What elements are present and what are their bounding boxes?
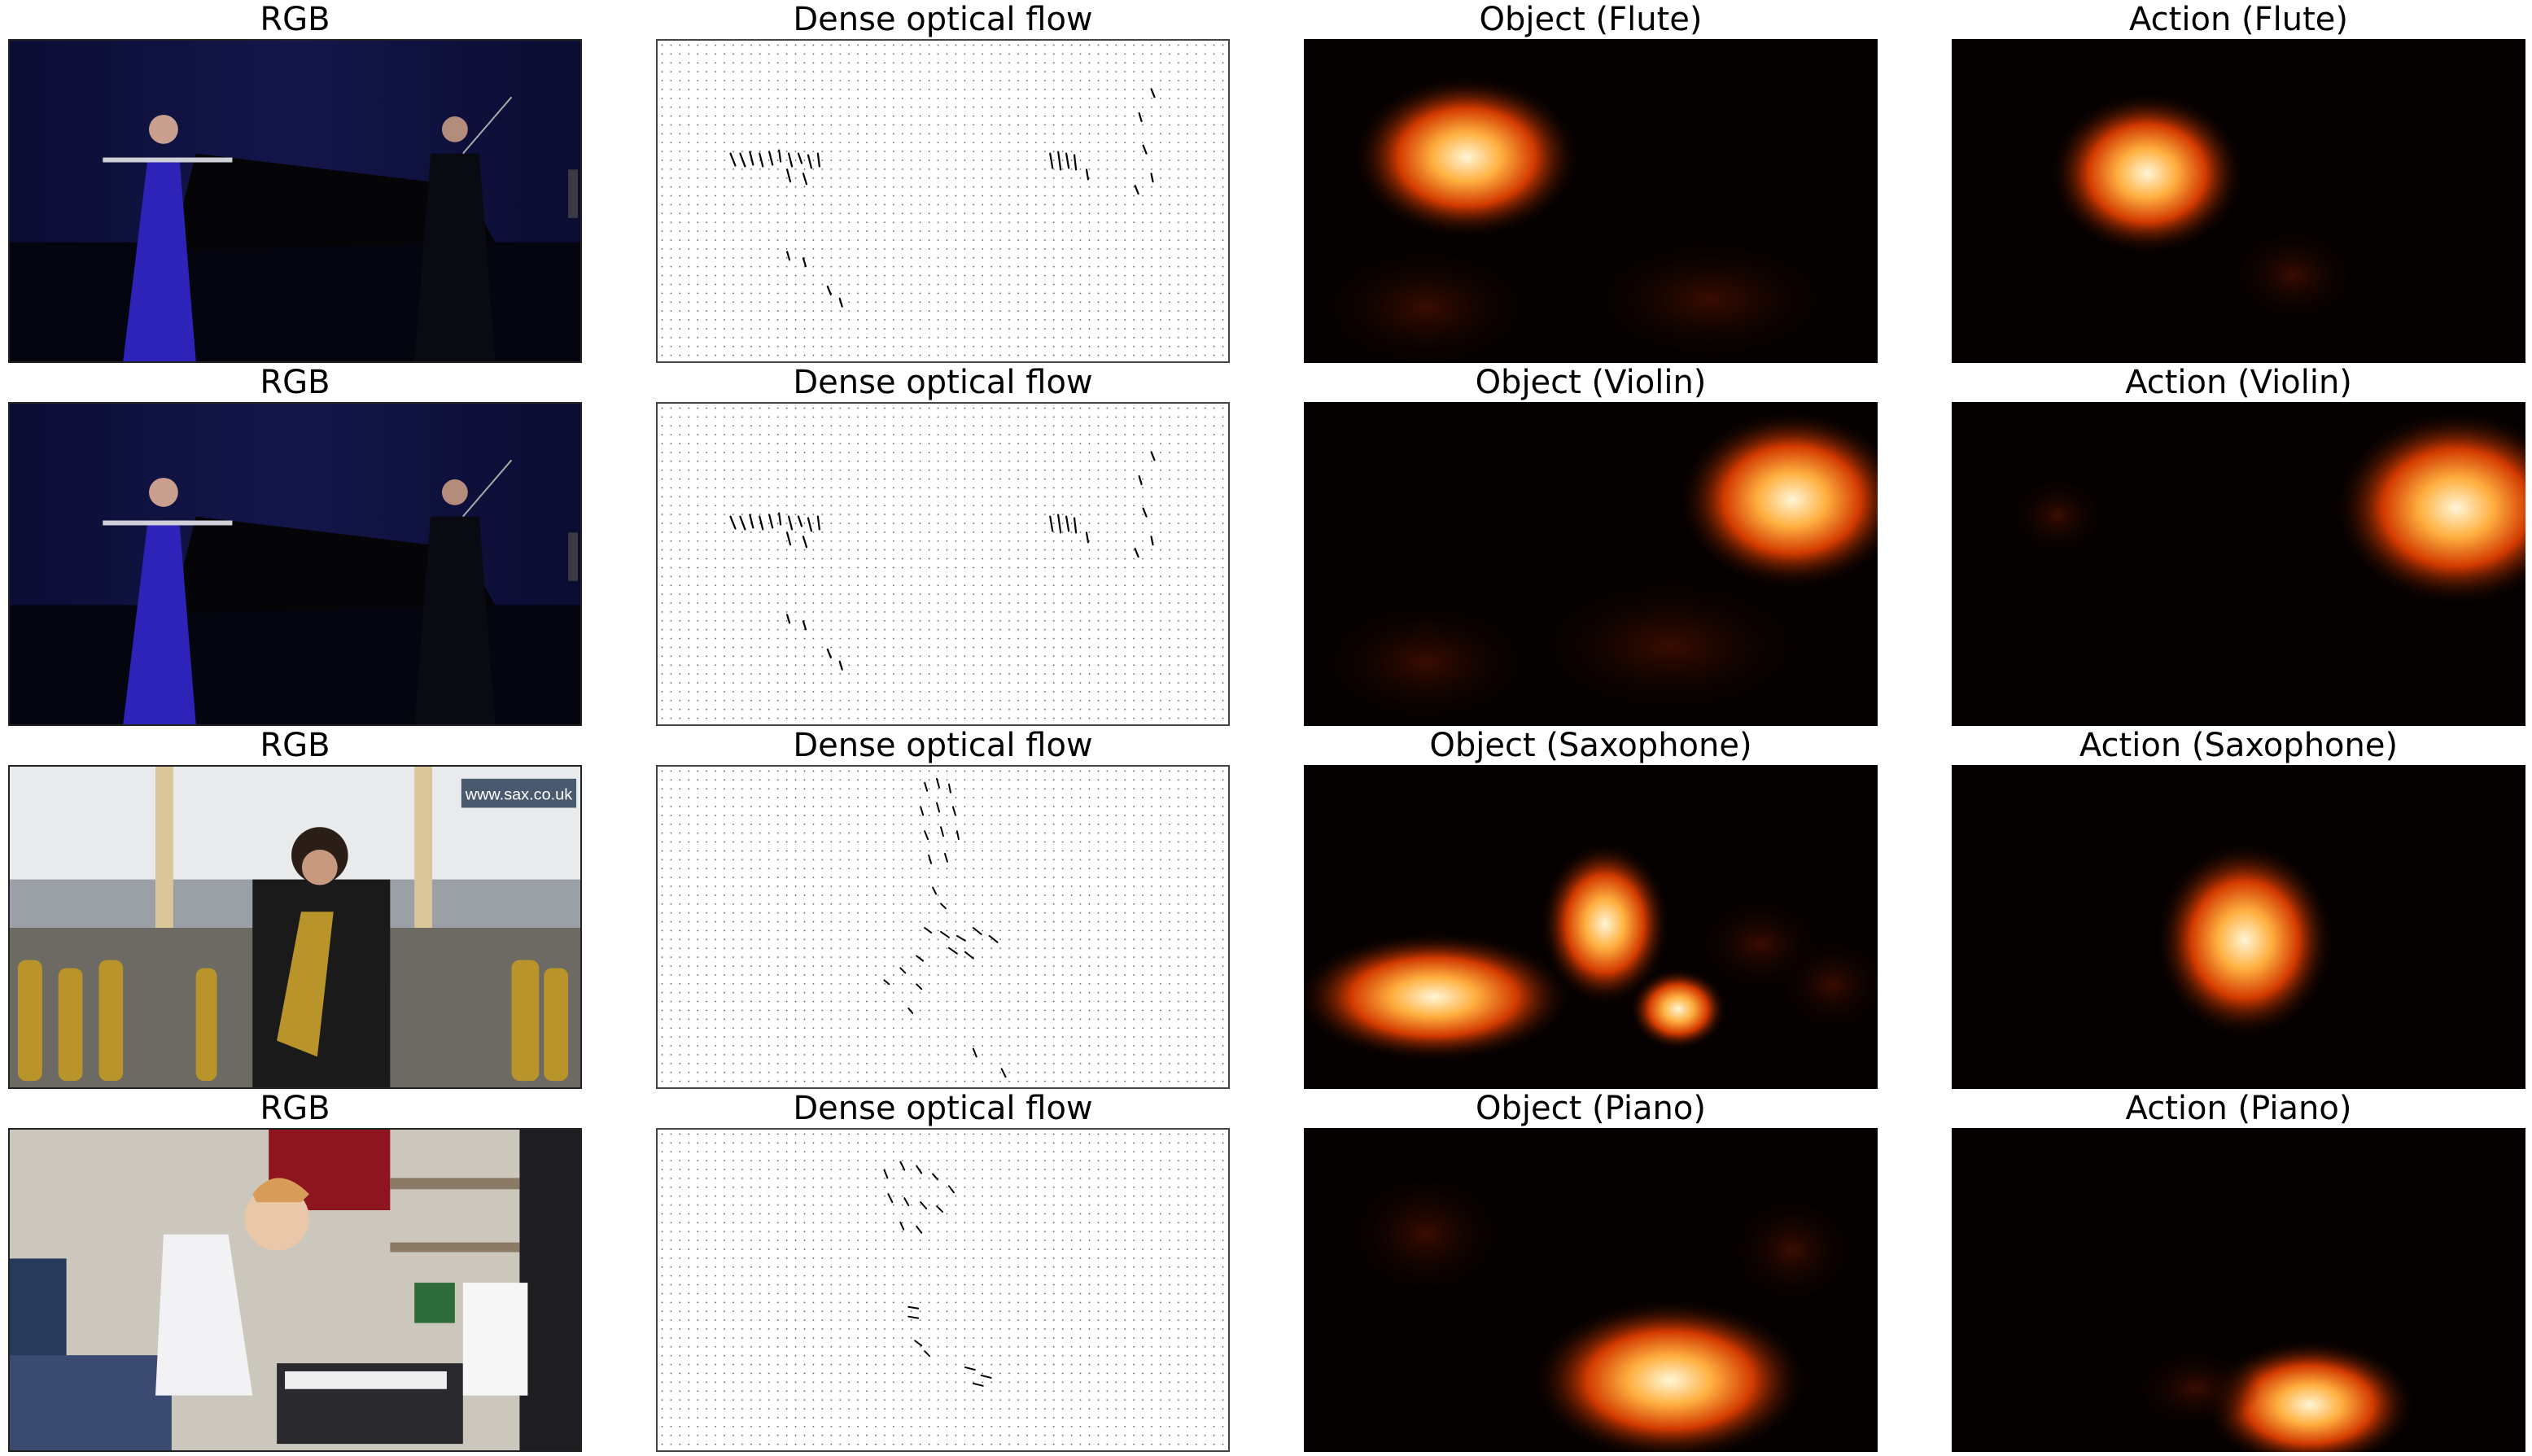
- object-heatmap-row1: [1304, 39, 1878, 363]
- action-title-row4: Action (Piano): [2125, 1090, 2352, 1127]
- flow-title-row3: Dense optical flow: [793, 727, 1093, 764]
- rgb-image-row3: www.sax.co.uk: [8, 765, 582, 1089]
- flow-svg-row1: [658, 41, 1228, 361]
- action-title-row2: Action (Violin): [2125, 364, 2352, 401]
- action-title-row3: Action (Saxophone): [2079, 727, 2399, 764]
- rgb-image-row4: [8, 1128, 582, 1452]
- object-heatmap-row3: [1304, 765, 1878, 1089]
- flow-title-row4: Dense optical flow: [793, 1090, 1093, 1127]
- action-title-row1: Action (Flute): [2129, 1, 2348, 38]
- flow-field-row2: [656, 402, 1230, 726]
- action-heatmap-row2: [1952, 402, 2525, 726]
- action-heatmap-row3: [1952, 765, 2525, 1089]
- action-heatmap-row1: [1952, 39, 2525, 363]
- object-heatmap-row4: [1304, 1128, 1878, 1452]
- object-title-row1: Object (Flute): [1479, 1, 1703, 38]
- rgb-title-row2: RGB: [260, 364, 330, 401]
- rgb-title-row1: RGB: [260, 1, 330, 38]
- flow-title-row2: Dense optical flow: [793, 364, 1093, 401]
- object-title-row2: Object (Violin): [1475, 364, 1707, 401]
- flow-field-row4: [656, 1128, 1230, 1452]
- rgb-image-row1: [8, 39, 582, 363]
- action-heatmap-row4: [1952, 1128, 2525, 1452]
- object-title-row3: Object (Saxophone): [1429, 727, 1752, 764]
- object-title-row4: Object (Piano): [1476, 1090, 1706, 1127]
- store-watermark: www.sax.co.uk: [465, 786, 573, 804]
- flow-title-row1: Dense optical flow: [793, 1, 1093, 38]
- rgb-image-row2: [8, 402, 582, 726]
- object-heatmap-row2: [1304, 402, 1878, 726]
- flow-field-row3: [656, 765, 1230, 1089]
- flow-field-row1: [656, 39, 1230, 363]
- rgb-title-row4: RGB: [260, 1090, 330, 1127]
- rgb-title-row3: RGB: [260, 727, 330, 764]
